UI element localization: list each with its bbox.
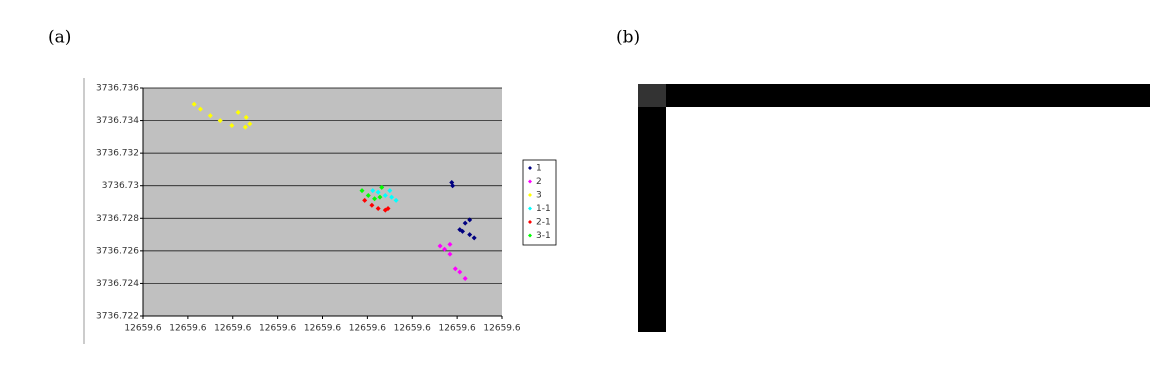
point [393,197,399,203]
x-tick-label: 12659.6 [439,324,476,334]
point [243,114,249,120]
point [389,194,395,200]
legend-label: 1 [536,164,542,174]
x-tick-label: 12659.6 [304,324,341,334]
point [387,188,393,194]
legend-marker [528,193,532,197]
y-tick-label: 3736.724 [96,279,139,289]
y-tick-label: 3736.736 [96,84,139,94]
y-tick-label: 3736.726 [96,246,139,256]
point [467,232,473,238]
point [235,109,241,115]
point [375,206,381,212]
point [191,101,197,107]
x-tick-label: 12659.6 [394,324,431,334]
point [229,122,235,128]
point [385,206,391,212]
x-tick-label: 12659.6 [214,324,251,334]
point [197,106,203,112]
x-tick-label: 12659.6 [349,324,386,334]
point [377,194,383,200]
plot-area [143,88,502,316]
point [447,251,453,257]
point [365,192,371,198]
panel-label: (a) [48,28,71,48]
x-tick-label: 12659.6 [483,324,520,334]
point [242,124,248,130]
frame-top [638,84,1150,107]
legend-marker [528,233,532,238]
point [471,235,477,241]
point [362,197,368,203]
x-tick-label: 12659.6 [124,324,161,334]
panel-label: (b) [616,28,640,48]
point [462,220,468,226]
y-tick-label: 3736.73 [102,181,139,191]
point [369,202,375,208]
point [467,217,473,223]
legend-marker [528,179,532,184]
point [372,196,378,202]
y-tick-label: 3736.734 [96,116,139,126]
point [462,276,468,282]
y-tick-label: 3736.732 [96,149,139,159]
legend-marker [528,220,532,224]
y-tick-label: 3736.722 [96,312,139,322]
legend-label: 3-1 [536,231,551,241]
frame-left [638,84,666,332]
frame-corner [638,84,666,107]
legend-label: 1-1 [536,204,551,214]
legend-label: 2 [536,177,542,187]
legend-marker [528,166,532,170]
point [442,246,448,252]
point [379,184,385,190]
x-tick-label: 12659.6 [169,324,206,334]
legend-label: 2-1 [536,218,551,228]
point [359,188,365,194]
legend-label: 3 [536,191,542,201]
legend-marker [528,206,532,211]
point [217,118,223,124]
point [457,269,463,275]
point [370,188,376,194]
point [382,192,388,198]
point [247,121,253,127]
point [452,266,458,272]
point [450,183,456,189]
legend-box [522,159,557,246]
y-tick-label: 3736.728 [96,214,139,224]
point [207,113,213,119]
point [460,228,466,234]
point [447,241,453,247]
point [375,189,381,195]
point [437,243,443,249]
x-tick-label: 12659.6 [259,324,296,334]
